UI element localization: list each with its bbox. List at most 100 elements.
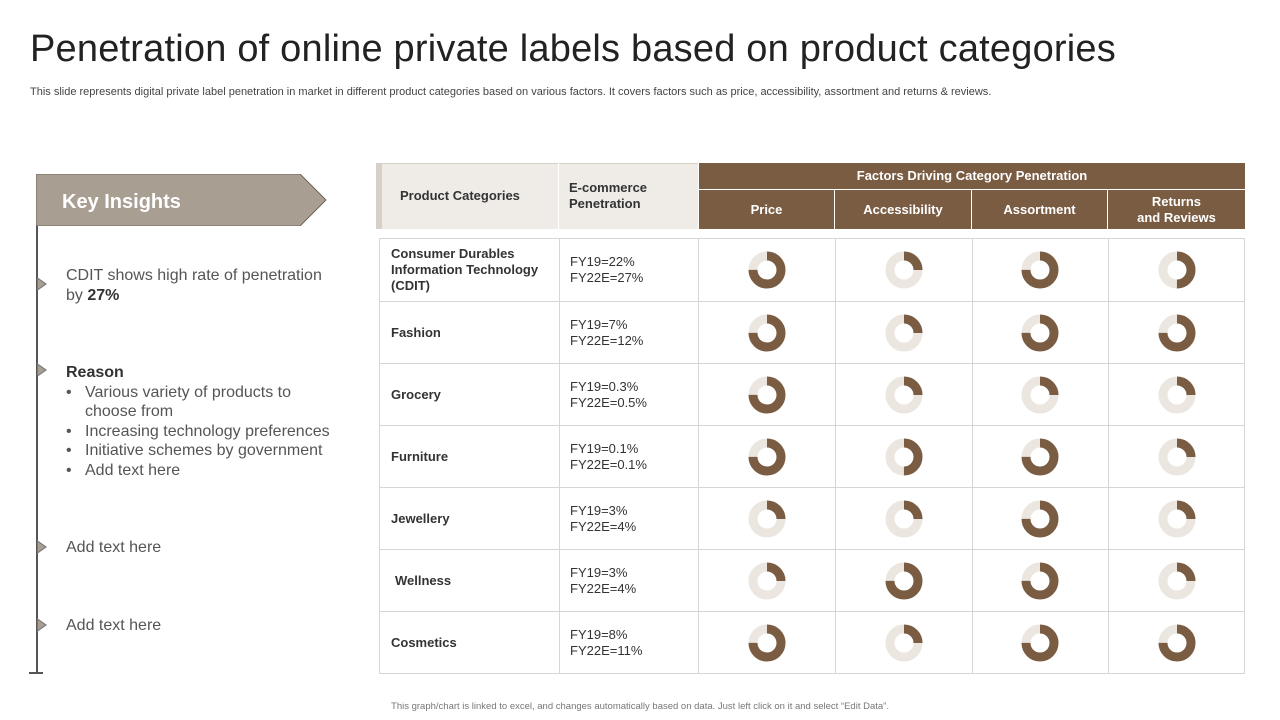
factor-cell [836,612,973,673]
donut-fill [885,562,923,599]
factor-donut-icon [885,624,923,661]
header-ecommerce-label: E-commerce [569,180,648,195]
factor-donut-icon [1021,624,1059,661]
donut-fill [1158,624,1196,661]
factor-donut-icon [1158,500,1196,537]
factor-cell [972,302,1109,363]
reason-list: Various variety of products to choose fr… [66,383,346,481]
factor-donut-icon [885,500,923,537]
donut-fill [1158,500,1196,537]
category-cell: Jewellery [380,488,560,549]
factor-cell [836,302,973,363]
factor-donut-icon [1158,624,1196,661]
factor-cell [1109,239,1245,301]
donut-fill [748,251,786,289]
penetration-fy19: FY19=3% [570,564,628,580]
donut-fill [748,500,786,537]
factor-donut-icon [748,376,786,413]
timeline-marker-icon [37,277,47,291]
factor-donut-icon [885,438,923,475]
page-subtitle: This slide represents digital private la… [30,86,992,98]
category-label: Furniture [391,448,449,464]
donut-fill [748,314,786,351]
penetration-fy19: FY19=22% [570,254,635,269]
factor-cell [1109,426,1245,487]
factor-donut-icon [748,624,786,661]
donut-fill [885,500,923,537]
factor-cell [972,239,1109,301]
table-row: Wellness FY19=3% FY22E=4% [380,549,1244,611]
insight-cdit: CDIT shows high rate of penetration by 2… [66,266,336,305]
factor-cell [1109,612,1245,673]
factor-donut-icon [748,438,786,475]
category-label: Jewellery [391,510,450,526]
donut-fill [885,438,923,475]
category-cell: Grocery [380,364,560,425]
reason-item: Add text here [66,461,346,481]
timeline-marker-icon [37,540,47,554]
timeline-cap [29,672,43,674]
header-price: Price [699,190,834,229]
category-cell: Fashion [380,302,560,363]
factor-donut-icon [1158,438,1196,475]
factor-cell [836,364,973,425]
table-header-left [376,163,698,229]
key-insights-banner: Key Insights [36,174,327,226]
factor-cell [1109,364,1245,425]
factor-donut-icon [1158,376,1196,413]
factor-cell [972,426,1109,487]
donut-fill [748,438,786,475]
header-accessibility: Accessibility [835,190,971,229]
penetration-fy22: FY22E=0.1% [570,456,647,472]
reason-item: Initiative schemes by government [66,441,346,461]
donut-fill [748,562,786,599]
donut-fill [1021,624,1059,661]
category-label: Consumer Durables Information Technology… [391,246,539,293]
factor-donut-icon [885,251,923,289]
factor-donut-icon [1021,314,1059,351]
key-insights-heading: Key Insights [62,191,181,213]
table-row: Grocery FY19=0.3% FY22E=0.5% [380,363,1244,425]
factor-cell [836,550,973,611]
header-assortment: Assortment [972,190,1107,229]
donut-fill [885,624,923,661]
factor-cell [699,239,836,301]
table-row: Cosmetics FY19=8% FY22E=11% [380,611,1244,673]
donut-fill [1021,251,1059,289]
donut-fill [885,314,923,351]
factor-cell [699,612,836,673]
factor-cell [699,488,836,549]
table-row: Furniture FY19=0.1% FY22E=0.1% [380,425,1244,487]
penetration-cell: FY19=3% FY22E=4% [560,488,699,549]
factor-cell [836,488,973,549]
penetration-cell: FY19=0.1% FY22E=0.1% [560,426,699,487]
factor-cell [699,550,836,611]
insight-cdit-value: 27% [87,286,120,304]
reason-title: Reason [66,364,124,381]
factor-donut-icon [748,251,786,289]
penetration-fy19: FY19=8% [570,626,628,642]
factor-donut-icon [885,314,923,351]
donut-fill [1158,438,1196,475]
penetration-fy22: FY22E=4% [570,580,637,596]
timeline-line [36,175,38,673]
penetration-cell: FY19=22% FY22E=27% [560,239,699,301]
factor-donut-icon [1158,251,1196,289]
factor-donut-icon [885,562,923,599]
penetration-fy19: FY19=0.1% [570,440,639,456]
reason-item: Increasing technology preferences [66,422,346,442]
penetration-cell: FY19=3% FY22E=4% [560,550,699,611]
factor-donut-icon [1021,438,1059,475]
factor-cell [972,612,1109,673]
penetration-fy22: FY22E=27% [570,270,644,285]
factor-cell [836,426,973,487]
factor-cell [972,364,1109,425]
donut-fill [885,376,923,413]
penetration-fy19: FY19=3% [570,502,628,518]
donut-fill [1158,314,1196,351]
header-returns-reviews: Returns and Reviews [1108,190,1245,229]
donut-fill [748,624,786,661]
donut-fill [1021,438,1059,475]
category-cell: Cosmetics [380,612,560,673]
factor-donut-icon [748,314,786,351]
